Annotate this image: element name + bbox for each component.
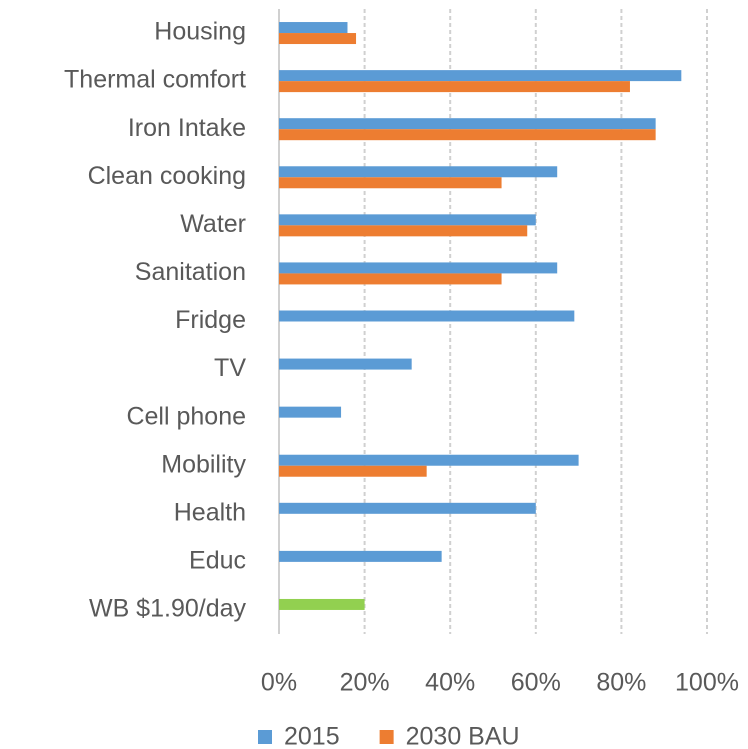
bar [279, 33, 357, 45]
bar [279, 273, 502, 285]
bar [279, 465, 427, 477]
bar [279, 81, 630, 93]
x-tick-label: 60% [511, 669, 561, 697]
x-tick-label: 80% [596, 669, 646, 697]
x-tick-label: 100% [675, 669, 739, 697]
y-tick-label: Educ [189, 546, 246, 574]
bar [279, 177, 502, 189]
bar [279, 550, 442, 562]
legend-swatch [258, 730, 272, 744]
legend-label: 2030 BAU [406, 723, 520, 749]
bar [279, 598, 365, 610]
y-tick-label: Sanitation [135, 258, 246, 286]
bar [279, 454, 579, 466]
bar [279, 310, 575, 322]
y-tick-label: Thermal comfort [64, 66, 246, 94]
x-tick-label: 40% [425, 669, 475, 697]
y-tick-label: Clean cooking [88, 162, 246, 190]
y-tick-label: TV [214, 354, 246, 382]
y-tick-label: Cell phone [126, 402, 246, 430]
y-tick-label: Health [174, 498, 246, 526]
y-tick-label: WB $1.90/day [89, 595, 247, 623]
bar [279, 22, 348, 34]
bar [279, 166, 558, 178]
bar [279, 118, 656, 130]
bar [279, 70, 682, 82]
x-tick-label: 0% [261, 669, 297, 697]
legend-swatch [379, 730, 394, 744]
bar [279, 225, 528, 237]
bar [279, 214, 536, 226]
y-tick-label: Mobility [161, 450, 246, 478]
bar [279, 406, 342, 418]
y-tick-label: Water [180, 210, 246, 238]
x-tick-label: 20% [340, 669, 390, 697]
y-tick-label: Housing [154, 18, 246, 46]
bar [279, 358, 412, 370]
y-tick-label: Fridge [175, 306, 246, 334]
bar [279, 129, 656, 141]
legend-label: 2015 [284, 723, 340, 749]
bar [279, 262, 558, 274]
y-tick-label: Iron Intake [128, 114, 246, 142]
bar [279, 502, 536, 514]
